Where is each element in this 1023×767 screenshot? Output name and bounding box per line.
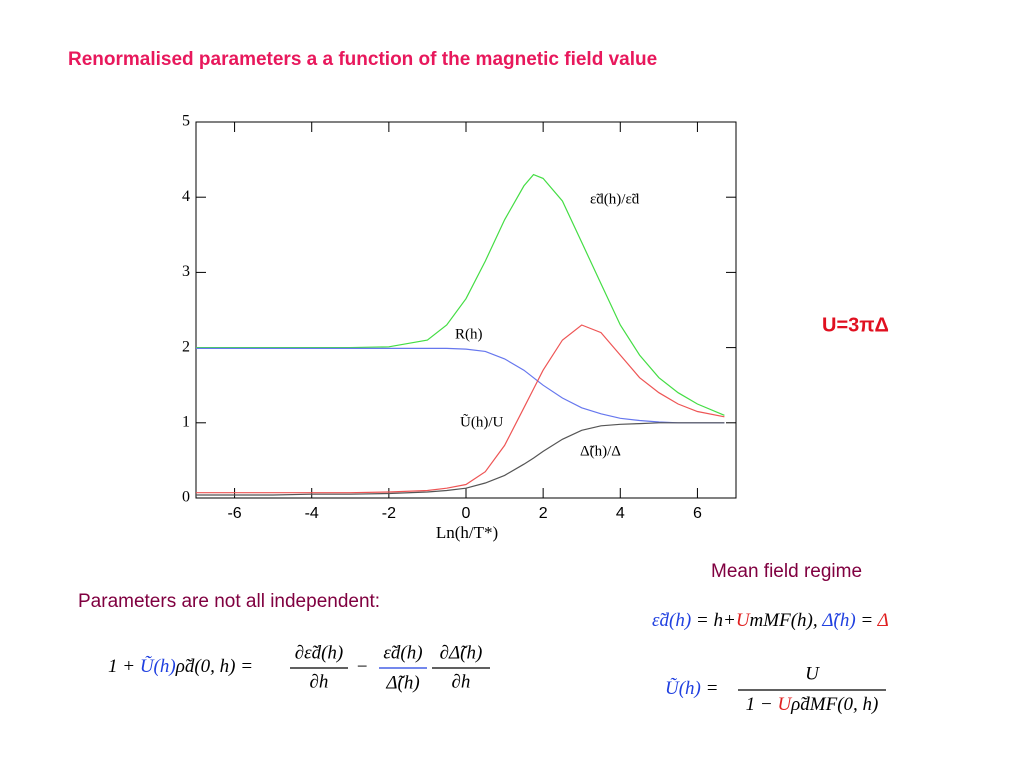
y-tick-label: 4 [182,188,190,205]
series-line [196,173,725,416]
y-tick-label: 5 [182,113,190,130]
eq-term: Δ̃(h) [821,610,855,631]
x-tick-label: 6 [693,505,702,522]
constraint-lhs: 1 + Ũ(h)ρ̃d(0, h) = [108,656,253,677]
mean-field-eq2-lhs: Ũ(h) = [665,678,718,699]
eq-term: mMF(h), [750,610,823,631]
series-line [196,347,725,424]
eq-term: = [856,610,878,631]
mean-field-heading: Mean field regime [711,561,862,582]
series-label: ε̃d(h)/ε̃d [590,191,640,207]
x-axis-label: Ln(h/T*) [436,523,498,542]
x-tick-label: -6 [227,505,241,522]
y-tick-label: 3 [182,263,190,280]
constraint-heading: Parameters are not all independent: [78,591,380,612]
series-label: Δ̃(h)/Δ [580,443,621,459]
eq-term: ρ̃d(0, h) = [175,656,253,677]
x-tick-label: 2 [539,505,548,522]
eq-denominator: ∂h [310,671,329,692]
eq-numerator: U [805,663,820,684]
series-line [196,422,725,496]
eq-term: = [701,678,719,699]
eq-term: = h+ [691,610,736,631]
eq-minus: − [356,656,369,677]
eq-denominator: Δ̃(h) [385,672,419,693]
y-tick-label: 1 [182,413,190,430]
series-label: Ũ(h)/U [460,413,503,430]
eq-term: ρ̃dMF(0, h) [790,694,878,715]
eq-term: U [736,610,751,631]
series-label: R(h) [455,326,483,342]
series-line [196,324,725,494]
eq-denominator: ∂h [452,671,471,692]
mean-field-eq1: ε̃d(h) = h+UmMF(h), Δ̃(h) = Δ [652,610,889,631]
eq-term: Δ [877,610,889,631]
plot-frame [195,121,737,499]
eq-term: Ũ(h) [140,656,176,677]
eq-term: 1 − [746,694,778,715]
x-tick-label: -2 [382,505,396,522]
eq-numerator: ∂ε̃d(h) [295,642,344,663]
slide-title: Renormalised parameters a a function of … [68,49,657,70]
eq-term: ε̃d(h) [652,610,691,631]
eq-numerator: ∂Δ̃(h) [440,642,483,663]
y-tick-label: 2 [182,338,190,355]
y-tick-label: 0 [182,489,190,506]
eq-term: U [777,694,792,715]
eq-term: 1 + [108,656,140,677]
eq-numerator: ε̃d(h) [383,642,422,663]
x-tick-label: -4 [305,505,319,522]
eq-term: Ũ(h) [665,678,701,699]
x-tick-label: 4 [616,505,625,522]
x-tick-label: 0 [462,505,471,522]
side-note: U=3πΔ [822,314,889,336]
eq-denominator: 1 − Uρ̃dMF(0, h) [746,694,879,715]
